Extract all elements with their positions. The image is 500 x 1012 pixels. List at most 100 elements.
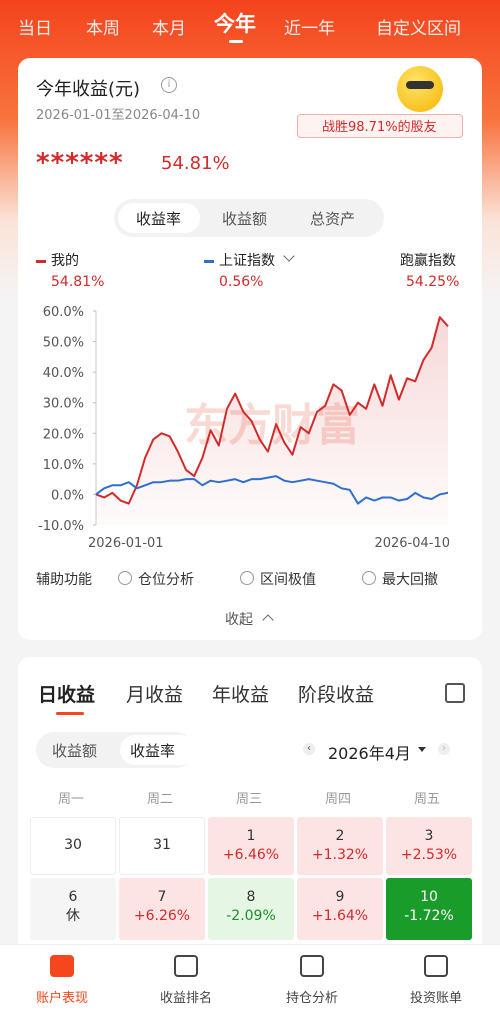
legend-value: 54.25%	[406, 274, 460, 290]
month-picker[interactable]: 2026年4月	[328, 744, 411, 763]
segment-active	[118, 203, 200, 233]
y-tick-label: -10.0%	[38, 519, 84, 534]
daily-tab[interactable]: 年收益	[212, 684, 270, 706]
calendar-day: 2	[335, 828, 345, 844]
assist-label: 辅助功能	[36, 572, 92, 588]
badge	[297, 114, 463, 138]
weekday: 周四	[325, 792, 352, 807]
segment-option[interactable]: 收益额	[222, 210, 268, 228]
calendar-value: +2.53%	[400, 847, 458, 863]
calendar-cell[interactable]: 3 +2.53%	[386, 817, 472, 875]
y-tick-label: 60.0%	[43, 305, 84, 320]
radio[interactable]	[362, 571, 376, 585]
y-tick-label: 10.0%	[43, 458, 84, 473]
x-tick-label: 2026-01-01	[88, 536, 164, 551]
y-tick-label: 40.0%	[43, 366, 84, 381]
calendar-cell[interactable]: 1 +6.46%	[208, 817, 294, 875]
calendar-day: 7	[157, 889, 167, 905]
daily-tab-indicator	[56, 712, 84, 715]
period-tab[interactable]: 当日	[18, 19, 52, 39]
period-tab[interactable]: 今年	[214, 12, 256, 36]
legend-name[interactable]: 上证指数	[219, 253, 275, 269]
card-title: 今年收益(元)	[36, 79, 141, 100]
legend-swatch	[36, 260, 46, 263]
legend-name[interactable]: 我的	[51, 253, 79, 269]
y-tick-label: 30.0%	[43, 397, 84, 412]
y-tick-label: 0.0%	[51, 488, 84, 503]
legend-value: 54.81%	[51, 274, 105, 290]
calendar-cell[interactable]: 2 +1.32%	[297, 817, 383, 875]
legend-swatch	[204, 260, 214, 263]
calendar-day: 9	[335, 889, 345, 905]
toggle-option[interactable]: 收益率	[130, 742, 176, 760]
nav-icon[interactable]	[50, 955, 74, 977]
daily-tab[interactable]: 日收益	[38, 684, 96, 706]
calendar-value: +1.32%	[311, 847, 369, 863]
nav-icon[interactable]	[300, 955, 324, 977]
next-month[interactable]: ›	[438, 743, 450, 755]
segment-option[interactable]: 总资产	[310, 210, 356, 228]
calendar-cell[interactable]: 10 -1.72%	[386, 878, 472, 940]
period-tab[interactable]: 自定义区间	[376, 19, 461, 39]
period-tab[interactable]: 本周	[86, 19, 120, 39]
date-range: 2026-01-01至2026-04-10	[36, 108, 201, 123]
assist-option[interactable]: 最大回撤	[382, 572, 438, 588]
total-return: 54.81%	[161, 153, 230, 174]
calendar-day: 10	[420, 889, 438, 905]
calendar-day: 3	[424, 828, 434, 844]
month-caret	[418, 747, 426, 752]
daily-tab[interactable]: 月收益	[126, 684, 184, 706]
calendar-day: 8	[246, 889, 256, 905]
nav-label[interactable]: 投资账单	[409, 991, 462, 1006]
legend-value: 0.56%	[219, 274, 264, 290]
collapse-button[interactable]: 收起	[225, 612, 253, 628]
weekday: 周二	[147, 792, 174, 807]
calendar-day: 31	[153, 837, 171, 853]
toggle-active	[120, 735, 196, 765]
nav-label[interactable]: 持仓分析	[285, 991, 338, 1006]
segment-option[interactable]: 收益率	[136, 210, 182, 228]
summary-card	[18, 58, 482, 640]
calendar-value: 休	[66, 908, 80, 924]
calendar-day: 6	[68, 889, 78, 905]
period-tab[interactable]: 本月	[152, 19, 186, 39]
nav-label[interactable]: 账户表现	[35, 991, 88, 1006]
toggle-option[interactable]: 收益额	[52, 742, 98, 760]
calendar-cell[interactable]: 7 +6.26%	[119, 878, 205, 940]
area-fill	[96, 317, 448, 525]
calendar-cell[interactable]: 9 +1.64%	[297, 878, 383, 940]
calendar-day: 30	[64, 837, 82, 853]
tab-indicator	[229, 40, 243, 43]
daily-tab[interactable]: 阶段收益	[298, 684, 375, 706]
bottom-nav	[0, 944, 500, 1012]
calendar-day: 1	[246, 828, 256, 844]
calendar-value: -1.72%	[404, 908, 454, 924]
weekday: 周一	[58, 792, 85, 807]
nav-label[interactable]: 收益排名	[159, 991, 212, 1006]
weekday: 周三	[236, 792, 263, 807]
chart: 东方财富60.0%50.0%40.0%30.0%20.0%10.0%0.0%-1…	[38, 305, 450, 551]
nav-icon[interactable]	[174, 955, 198, 977]
calendar-value: -2.09%	[226, 908, 276, 924]
y-tick-label: 20.0%	[43, 427, 84, 442]
masked-amount: ******	[36, 148, 124, 178]
radio[interactable]	[118, 571, 132, 585]
series-line	[95, 475, 449, 505]
weekday: 周五	[414, 792, 441, 807]
series-line	[95, 316, 449, 505]
mascot-icon	[397, 66, 443, 112]
info-icon[interactable]: i	[161, 77, 177, 93]
calendar-cell[interactable]: 31	[119, 817, 205, 875]
badge-text: 战胜98.71%的股友	[322, 120, 437, 135]
share-icon[interactable]	[445, 683, 465, 703]
nav-icon[interactable]	[424, 955, 448, 977]
radio[interactable]	[240, 571, 254, 585]
calendar-cell[interactable]: 8 -2.09%	[208, 878, 294, 940]
prev-month[interactable]: ‹	[303, 743, 315, 755]
calendar-cell[interactable]: 30	[30, 817, 116, 875]
assist-option[interactable]: 仓位分析	[138, 572, 194, 588]
period-tab[interactable]: 近一年	[284, 19, 335, 39]
legend-name[interactable]: 跑赢指数	[400, 253, 456, 269]
assist-option[interactable]: 区间极值	[260, 572, 316, 588]
